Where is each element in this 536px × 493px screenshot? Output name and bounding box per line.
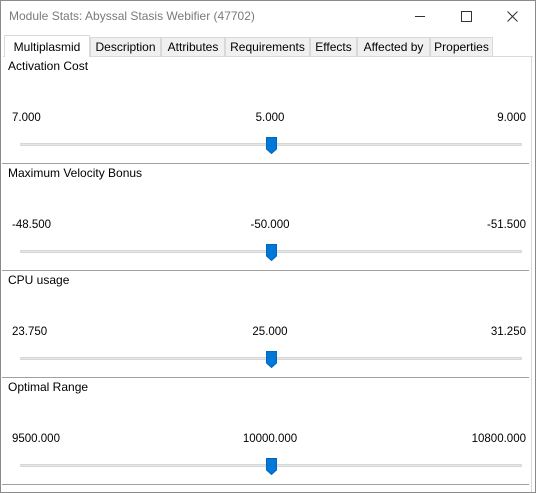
section-divider bbox=[2, 163, 529, 164]
tab-multiplasmid[interactable]: Multiplasmid bbox=[4, 35, 90, 57]
tab-properties[interactable]: Properties bbox=[430, 37, 493, 56]
stat-min-value: 7.000 bbox=[12, 112, 41, 124]
section-divider bbox=[2, 377, 529, 378]
stat-title: CPU usage bbox=[8, 273, 70, 287]
stat-title: Maximum Velocity Bonus bbox=[8, 166, 143, 180]
multiplasmid-panel: Activation Cost 7.000 5.000 9.000 Maximu… bbox=[2, 57, 532, 492]
window-title: Module Stats: Abyssal Stasis Webifier (4… bbox=[9, 9, 255, 23]
stat-min-value: -48.500 bbox=[12, 219, 52, 231]
stat-activation-cost: Activation Cost 7.000 5.000 9.000 bbox=[2, 57, 532, 164]
slider-thumb[interactable] bbox=[265, 137, 277, 154]
close-button[interactable] bbox=[489, 1, 535, 32]
stat-min-value: 23.750 bbox=[12, 326, 48, 338]
stat-max-value: 31.250 bbox=[490, 326, 526, 338]
maximize-button[interactable] bbox=[443, 1, 489, 32]
close-icon bbox=[506, 11, 518, 22]
stat-title: Activation Cost bbox=[8, 59, 89, 73]
stat-current-value: 25.000 bbox=[252, 326, 288, 338]
maximize-icon bbox=[460, 11, 472, 22]
stat-max-value: -51.500 bbox=[486, 219, 526, 231]
tab-requirements[interactable]: Requirements bbox=[225, 37, 310, 56]
stat-current-value: 10000.000 bbox=[242, 433, 298, 445]
stat-current-value: -50.000 bbox=[250, 219, 290, 231]
slider-thumb[interactable] bbox=[265, 244, 277, 261]
tab-effects[interactable]: Effects bbox=[310, 37, 357, 56]
stat-title: Optimal Range bbox=[8, 380, 89, 394]
section-divider bbox=[2, 270, 529, 271]
minimize-icon bbox=[415, 16, 425, 17]
panel-right-edge bbox=[531, 57, 532, 492]
tab-attributes[interactable]: Attributes bbox=[161, 37, 225, 56]
tab-strip-baseline bbox=[3, 56, 533, 57]
minimize-button[interactable] bbox=[397, 1, 443, 32]
stat-maximum-velocity-bonus: Maximum Velocity Bonus -48.500 -50.000 -… bbox=[2, 164, 532, 271]
tab-description[interactable]: Description bbox=[90, 37, 161, 56]
slider-thumb[interactable] bbox=[265, 351, 277, 368]
stat-min-value: 9500.000 bbox=[12, 433, 60, 445]
slider-thumb[interactable] bbox=[265, 458, 277, 475]
stat-max-value: 9.000 bbox=[497, 112, 526, 124]
stat-max-value: 10800.000 bbox=[471, 433, 526, 445]
stat-optimal-range: Optimal Range 9500.000 10000.000 10800.0… bbox=[2, 378, 532, 485]
stat-cpu-usage: CPU usage 23.750 25.000 31.250 bbox=[2, 271, 532, 378]
title-bar[interactable]: Module Stats: Abyssal Stasis Webifier (4… bbox=[1, 1, 535, 32]
tab-affected-by[interactable]: Affected by bbox=[357, 37, 430, 56]
stat-current-value: 5.000 bbox=[255, 112, 285, 124]
section-divider bbox=[2, 484, 529, 485]
